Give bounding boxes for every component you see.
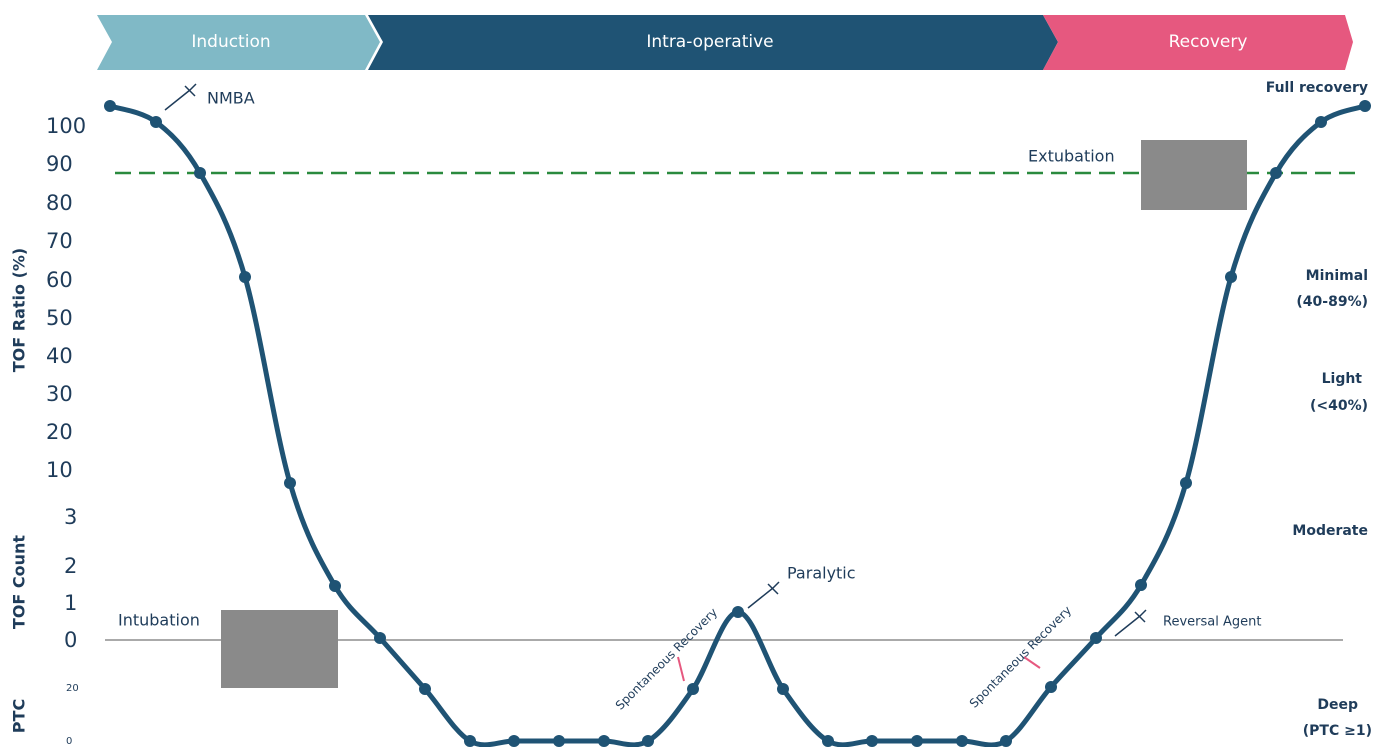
phase-label: Recovery	[1169, 32, 1248, 52]
level-label: Minimal	[1306, 268, 1368, 284]
tick-label: 30	[46, 382, 73, 406]
dot	[687, 683, 699, 695]
annotation: Intubation	[118, 611, 200, 630]
dot	[598, 735, 610, 747]
dot	[508, 735, 520, 747]
phase-label: Intra-operative	[646, 32, 773, 52]
tick-label: 20	[46, 420, 73, 444]
dot	[911, 735, 923, 747]
dot	[956, 735, 968, 747]
annotation: Extubation	[1028, 147, 1115, 166]
level-label: (PTC ≥1)	[1303, 723, 1372, 739]
dot	[419, 683, 431, 695]
dot	[642, 735, 654, 747]
dot	[194, 167, 206, 179]
tick-label: 60	[46, 268, 73, 292]
dot	[1359, 100, 1371, 112]
phase-label: Induction	[191, 32, 270, 52]
tick-label: 50	[46, 306, 73, 330]
dot	[1180, 477, 1192, 489]
tick-label: 3	[64, 505, 77, 529]
dot	[866, 735, 878, 747]
tick-label: 90	[46, 152, 73, 176]
annotation: Spontaneous Recovery	[613, 605, 720, 712]
tick-label: 2	[64, 554, 77, 578]
level-label: Moderate	[1292, 523, 1368, 539]
dots	[104, 100, 1371, 747]
axis-title: TOF Count	[10, 535, 29, 630]
tick-label: 0	[64, 628, 77, 652]
annotation: NMBA	[207, 89, 255, 108]
dot	[1045, 681, 1057, 693]
dot	[1000, 735, 1012, 747]
phase-banner	[1043, 15, 1353, 70]
dot	[1135, 579, 1147, 591]
dot	[150, 116, 162, 128]
level-label: Full recovery	[1266, 80, 1368, 96]
tick-label: 20	[66, 683, 79, 694]
dot	[1315, 116, 1327, 128]
marker	[1023, 656, 1041, 669]
dot	[1090, 632, 1102, 644]
axis-title: PTC	[10, 699, 29, 733]
phase-banner	[368, 15, 1058, 70]
tick-label: 100	[46, 114, 86, 138]
dot	[464, 735, 476, 747]
dot	[1270, 167, 1282, 179]
tick-label: 40	[46, 344, 73, 368]
annotation: Paralytic	[787, 564, 856, 583]
photo	[1141, 140, 1247, 210]
dot	[284, 477, 296, 489]
tick-label: 70	[46, 229, 73, 253]
dot	[777, 683, 789, 695]
dot	[239, 271, 251, 283]
dot	[374, 632, 386, 644]
dot	[104, 100, 116, 112]
photo	[221, 610, 338, 688]
level-label: Deep	[1317, 697, 1358, 713]
phase-banner	[97, 15, 380, 70]
dot	[822, 735, 834, 747]
level-label: (40-89%)	[1296, 294, 1368, 310]
tick-label: 80	[46, 191, 73, 215]
level-label: (<40%)	[1310, 398, 1368, 414]
tick-label: 10	[46, 458, 73, 482]
tick-label: 0	[66, 736, 72, 747]
tick-label: 1	[64, 591, 77, 615]
dot	[329, 580, 341, 592]
annotation: Reversal Agent	[1163, 615, 1261, 630]
dot	[1225, 271, 1237, 283]
annotation: Spontaneous Recovery	[967, 603, 1074, 710]
axis-title: TOF Ratio (%)	[10, 248, 29, 372]
syringe-icons	[164, 83, 1147, 637]
dot	[732, 606, 744, 618]
level-label: Light	[1322, 371, 1363, 387]
marker	[677, 656, 685, 682]
dot	[553, 735, 565, 747]
